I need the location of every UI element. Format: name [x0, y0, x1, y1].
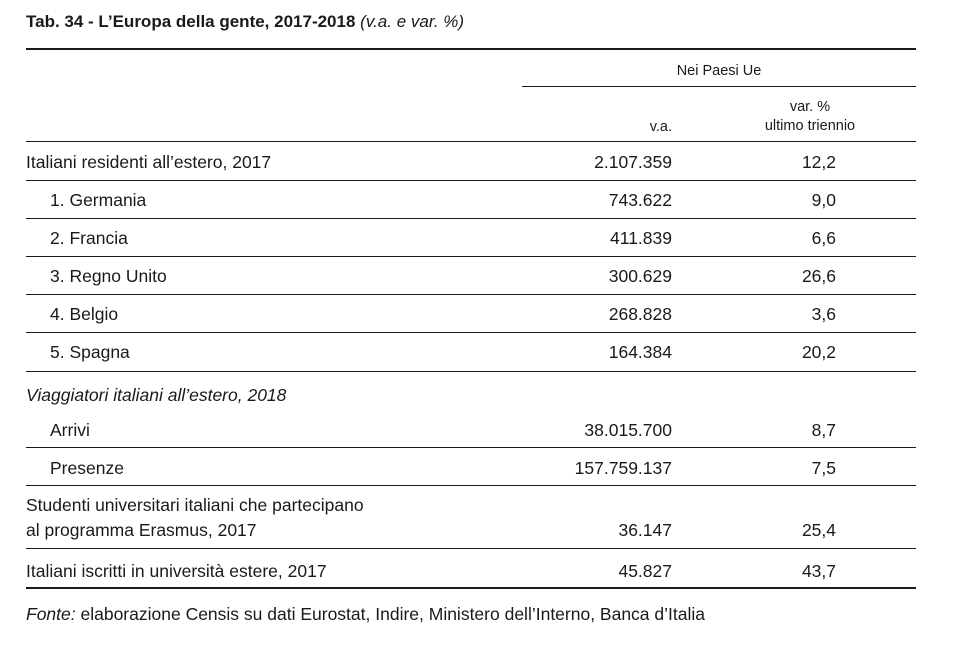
row-label: 5. Spagna — [50, 342, 130, 362]
column-group-header: Nei Paesi Ue — [676, 63, 762, 79]
table-title-units: (v.a. e var. %) — [360, 12, 465, 31]
source-prefix: Fonte: — [26, 604, 76, 624]
row-rule — [26, 548, 916, 549]
row-rule — [26, 218, 916, 219]
row-label: Arrivi — [50, 420, 90, 440]
cell-var: 3,6 — [811, 304, 836, 324]
section-label: Viaggiatori italiani all’estero, 2018 — [26, 385, 287, 405]
cell-var: 6,6 — [811, 228, 836, 248]
column-header-var-line2: ultimo triennio — [764, 118, 856, 134]
row-label: Italiani residenti all’estero, 2017 — [26, 152, 272, 172]
column-header-var-line1: var. % — [789, 99, 831, 115]
cell-va: 38.015.700 — [584, 420, 672, 440]
row-label: Presenze — [50, 458, 124, 478]
header-rule — [26, 141, 916, 142]
cell-va: 164.384 — [608, 342, 672, 362]
cell-var: 43,7 — [801, 561, 836, 581]
table-title: Tab. 34 - L’Europa della gente, 2017-201… — [26, 12, 464, 32]
group-rule — [522, 86, 916, 87]
row-rule — [26, 447, 916, 448]
row-rule — [26, 332, 916, 333]
cell-var: 26,6 — [801, 266, 836, 286]
row-label: 4. Belgio — [50, 304, 119, 324]
row-rule — [26, 294, 916, 295]
row-label: 3. Regno Unito — [50, 266, 167, 286]
row-label: 2. Francia — [50, 228, 128, 248]
cell-var: 9,0 — [811, 190, 836, 210]
cell-var: 20,2 — [801, 342, 836, 362]
cell-va: 157.759.137 — [574, 458, 672, 478]
row-rule — [26, 256, 916, 257]
cell-var: 25,4 — [801, 520, 836, 540]
row-label-line1: Studenti universitari italiani che parte… — [26, 495, 364, 515]
cell-va: 36.147 — [618, 520, 672, 540]
column-header-va: v.a. — [649, 119, 672, 135]
table-title-main: Tab. 34 - L’Europa della gente, 2017-201… — [26, 12, 356, 31]
cell-var: 12,2 — [801, 152, 836, 172]
cell-va: 743.622 — [608, 190, 672, 210]
cell-va: 411.839 — [610, 228, 672, 248]
bottom-rule — [26, 587, 916, 589]
cell-var: 8,7 — [811, 420, 836, 440]
cell-va: 300.629 — [608, 266, 672, 286]
row-rule — [26, 485, 916, 486]
source-text: elaborazione Censis su dati Eurostat, In… — [75, 604, 705, 624]
cell-va: 45.827 — [618, 561, 672, 581]
top-rule — [26, 48, 916, 50]
cell-var: 7,5 — [811, 458, 836, 478]
row-label: 1. Germania — [50, 190, 147, 210]
cell-va: 268.828 — [608, 304, 672, 324]
row-label: Italiani iscritti in università estere, … — [26, 561, 327, 581]
row-rule — [26, 180, 916, 181]
source-note: Fonte: elaborazione Censis su dati Euros… — [26, 604, 705, 625]
row-label-line2: al programma Erasmus, 2017 — [26, 520, 257, 540]
cell-va: 2.107.359 — [594, 152, 672, 172]
row-rule — [26, 371, 916, 372]
